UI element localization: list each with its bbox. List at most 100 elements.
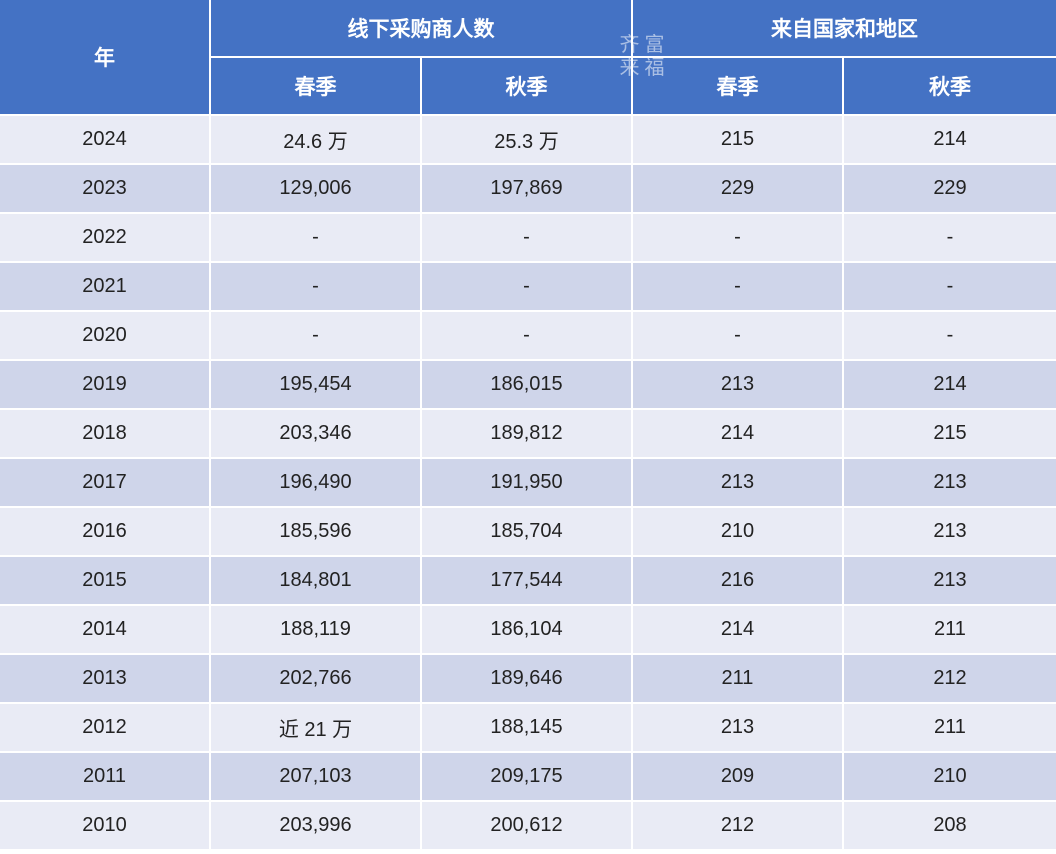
cell-countries-spring: 212 [633, 802, 844, 851]
cell-buyers-spring: 202,766 [211, 655, 422, 704]
cell-year: 2010 [0, 802, 211, 851]
cell-year: 2011 [0, 753, 211, 802]
cell-countries-spring: - [633, 214, 844, 263]
cell-buyers-autumn: 186,104 [422, 606, 633, 655]
cell-buyers-autumn: 188,145 [422, 704, 633, 753]
cell-buyers-spring: 203,346 [211, 410, 422, 459]
table-row: 2024 24.6 万 25.3 万 215 214 [0, 116, 1056, 165]
cell-countries-autumn: - [844, 214, 1056, 263]
cell-buyers-autumn: 189,812 [422, 410, 633, 459]
table-row: 2017 196,490 191,950 213 213 [0, 459, 1056, 508]
cell-buyers-autumn: - [422, 263, 633, 312]
header-countries-spring: 春季 [633, 58, 844, 116]
cell-year: 2023 [0, 165, 211, 214]
cell-countries-spring: 211 [633, 655, 844, 704]
cell-year: 2020 [0, 312, 211, 361]
table-row: 2011 207,103 209,175 209 210 [0, 753, 1056, 802]
cell-year: 2017 [0, 459, 211, 508]
cell-year: 2015 [0, 557, 211, 606]
cell-buyers-spring: - [211, 214, 422, 263]
cell-buyers-autumn: 191,950 [422, 459, 633, 508]
cell-countries-autumn: 210 [844, 753, 1056, 802]
cell-buyers-spring: 203,996 [211, 802, 422, 851]
cell-countries-autumn: 215 [844, 410, 1056, 459]
cell-year: 2021 [0, 263, 211, 312]
cell-countries-autumn: 212 [844, 655, 1056, 704]
cell-buyers-spring: 129,006 [211, 165, 422, 214]
cell-buyers-spring: - [211, 312, 422, 361]
header-year: 年 [0, 0, 211, 116]
cell-countries-spring: 214 [633, 410, 844, 459]
cell-countries-autumn: 208 [844, 802, 1056, 851]
cell-buyers-spring: 24.6 万 [211, 116, 422, 165]
cell-countries-spring: 213 [633, 704, 844, 753]
cell-countries-autumn: 211 [844, 704, 1056, 753]
table-row: 2014 188,119 186,104 214 211 [0, 606, 1056, 655]
cell-buyers-spring: 185,596 [211, 508, 422, 557]
cell-year: 2016 [0, 508, 211, 557]
cell-buyers-autumn: 25.3 万 [422, 116, 633, 165]
cell-countries-spring: 210 [633, 508, 844, 557]
cell-countries-spring: 216 [633, 557, 844, 606]
cell-buyers-autumn: 197,869 [422, 165, 633, 214]
cell-year: 2012 [0, 704, 211, 753]
cell-buyers-spring: 184,801 [211, 557, 422, 606]
cell-countries-autumn: 211 [844, 606, 1056, 655]
cell-buyers-autumn: - [422, 312, 633, 361]
cell-year: 2013 [0, 655, 211, 704]
table-row: 2021- - - - [0, 263, 1056, 312]
cell-year: 2022 [0, 214, 211, 263]
cell-buyers-spring: 195,454 [211, 361, 422, 410]
header-countries-group: 来自国家和地区 [633, 0, 1056, 58]
table-body: 2024 24.6 万 25.3 万 215 214 2023 129,006 197,869… [0, 116, 1056, 851]
cell-buyers-autumn: 186,015 [422, 361, 633, 410]
cell-buyers-autumn: 200,612 [422, 802, 633, 851]
cell-year: 2018 [0, 410, 211, 459]
table-row: 2012 近 21 万 188,145 213 211 [0, 704, 1056, 753]
cell-buyers-spring: 207,103 [211, 753, 422, 802]
cell-buyers-autumn: 209,175 [422, 753, 633, 802]
cell-buyers-spring: 近 21 万 [211, 704, 422, 753]
header-buyers-spring: 春季 [211, 58, 422, 116]
table-row: 2010 203,996 200,612 212 208 [0, 802, 1056, 851]
table-row: 2013 202,766 189,646 211 212 [0, 655, 1056, 704]
table-row: 2018 203,346 189,812 214 215 [0, 410, 1056, 459]
cell-buyers-autumn: 177,544 [422, 557, 633, 606]
cell-countries-autumn: 213 [844, 557, 1056, 606]
cell-year: 2024 [0, 116, 211, 165]
table-row: 2019 195,454 186,015 213 214 [0, 361, 1056, 410]
table-row: 2016 185,596 185,704 210 213 [0, 508, 1056, 557]
table-row: 2023 129,006 197,869 229 229 [0, 165, 1056, 214]
cell-buyers-spring: 196,490 [211, 459, 422, 508]
header-buyers-autumn: 秋季 [422, 58, 633, 116]
cell-countries-spring: - [633, 312, 844, 361]
cell-year: 2014 [0, 606, 211, 655]
cell-countries-autumn: - [844, 263, 1056, 312]
cell-countries-autumn: 229 [844, 165, 1056, 214]
table-row: 2022- - - - [0, 214, 1056, 263]
cell-countries-autumn: 214 [844, 361, 1056, 410]
cell-buyers-autumn: 189,646 [422, 655, 633, 704]
table-row: 2015 184,801 177,544 216 213 [0, 557, 1056, 606]
cell-countries-spring: 209 [633, 753, 844, 802]
cell-buyers-spring: 188,119 [211, 606, 422, 655]
cell-buyers-autumn: 185,704 [422, 508, 633, 557]
cell-countries-spring: 214 [633, 606, 844, 655]
cell-countries-autumn: 213 [844, 508, 1056, 557]
header-countries-autumn: 秋季 [844, 58, 1056, 116]
table-row: 2020- - - - [0, 312, 1056, 361]
cell-countries-spring: 213 [633, 361, 844, 410]
cell-countries-autumn: 214 [844, 116, 1056, 165]
cell-buyers-autumn: - [422, 214, 633, 263]
cell-countries-spring: 229 [633, 165, 844, 214]
cell-countries-autumn: - [844, 312, 1056, 361]
header-buyers-group: 线下采购商人数 [211, 0, 633, 58]
cell-countries-spring: 213 [633, 459, 844, 508]
cell-countries-autumn: 213 [844, 459, 1056, 508]
cell-countries-spring: - [633, 263, 844, 312]
cell-year: 2019 [0, 361, 211, 410]
table-header: 年 线下采购商人数 来自国家和地区 春季 秋季 春季 秋季 [0, 0, 1056, 116]
cell-buyers-spring: - [211, 263, 422, 312]
